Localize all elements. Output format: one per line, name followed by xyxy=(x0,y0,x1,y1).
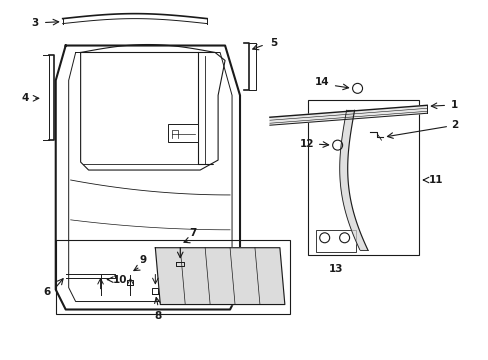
Text: 9: 9 xyxy=(140,255,147,265)
Polygon shape xyxy=(339,110,367,250)
Text: 7: 7 xyxy=(189,228,197,238)
Text: 3: 3 xyxy=(32,18,39,28)
Text: 1: 1 xyxy=(450,100,458,110)
Text: 10: 10 xyxy=(112,275,127,285)
Text: 6: 6 xyxy=(43,287,51,297)
Polygon shape xyxy=(155,248,285,305)
Text: 4: 4 xyxy=(21,93,29,103)
Text: 8: 8 xyxy=(154,311,162,321)
Bar xyxy=(307,100,419,255)
Text: 13: 13 xyxy=(328,264,342,274)
Text: 2: 2 xyxy=(450,120,458,130)
Text: 14: 14 xyxy=(314,77,329,87)
Polygon shape xyxy=(269,105,427,125)
Text: 12: 12 xyxy=(300,139,314,149)
Bar xyxy=(168,124,198,142)
Bar xyxy=(315,230,355,252)
Bar xyxy=(56,240,289,315)
Text: 5: 5 xyxy=(269,37,277,48)
Text: 11: 11 xyxy=(428,175,443,185)
